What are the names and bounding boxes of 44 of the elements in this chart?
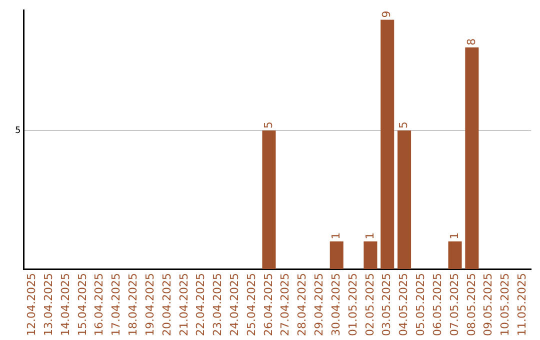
x-tick-label: 22.04.2025 bbox=[194, 273, 208, 336]
x-tick-label: 30.04.2025 bbox=[329, 273, 342, 336]
x-tick-label: 11.05.2025 bbox=[516, 273, 529, 336]
x-tick-label: 14.04.2025 bbox=[58, 273, 72, 336]
x-tick-label: 08.05.2025 bbox=[464, 273, 478, 336]
x-tick-label: 24.04.2025 bbox=[228, 273, 241, 336]
x-tick-label: 04.05.2025 bbox=[397, 273, 410, 336]
x-tick-label: 18.04.2025 bbox=[126, 273, 140, 336]
bar bbox=[262, 130, 276, 270]
x-tick-label: 28.04.2025 bbox=[296, 273, 309, 336]
bar bbox=[465, 47, 479, 270]
bar bbox=[398, 130, 412, 270]
x-tick-label: 29.04.2025 bbox=[312, 273, 326, 336]
x-tick-label: 10.05.2025 bbox=[498, 273, 512, 336]
x-tick-label: 25.04.2025 bbox=[244, 273, 258, 336]
x-tick-label: 19.04.2025 bbox=[143, 273, 156, 336]
x-tick-label: 07.05.2025 bbox=[448, 273, 461, 336]
x-tick-label: 05.05.2025 bbox=[414, 273, 428, 336]
bar bbox=[380, 20, 394, 270]
x-tick-label: 09.05.2025 bbox=[482, 273, 495, 336]
data-label: 8 bbox=[464, 38, 478, 46]
bar bbox=[448, 241, 462, 270]
bar bbox=[364, 241, 378, 270]
data-label: 1 bbox=[363, 232, 376, 240]
x-tick-label: 21.04.2025 bbox=[177, 273, 190, 336]
x-tick-label: 03.05.2025 bbox=[380, 273, 394, 336]
x-tick-label: 23.04.2025 bbox=[211, 273, 224, 336]
data-label: 1 bbox=[448, 232, 461, 240]
x-tick-label: 15.04.2025 bbox=[76, 273, 89, 336]
x-tick-label: 20.04.2025 bbox=[160, 273, 174, 336]
x-tick-label: 26.04.2025 bbox=[262, 273, 275, 336]
bar bbox=[330, 241, 344, 270]
x-tick-label: 13.04.2025 bbox=[42, 273, 55, 336]
x-tick-label: 01.05.2025 bbox=[346, 273, 360, 336]
data-label: 1 bbox=[329, 232, 342, 240]
data-label: 9 bbox=[380, 10, 394, 18]
data-label: 5 bbox=[262, 122, 275, 129]
x-tick-label: 17.04.2025 bbox=[110, 273, 123, 336]
x-tick-label: 16.04.2025 bbox=[92, 273, 106, 336]
x-tick-label: 12.04.2025 bbox=[25, 273, 38, 336]
data-label: 5 bbox=[397, 122, 410, 129]
x-tick-label: 02.05.2025 bbox=[363, 273, 376, 336]
x-tick-label: 06.05.2025 bbox=[430, 273, 444, 336]
x-tick-label: 27.04.2025 bbox=[278, 273, 292, 336]
